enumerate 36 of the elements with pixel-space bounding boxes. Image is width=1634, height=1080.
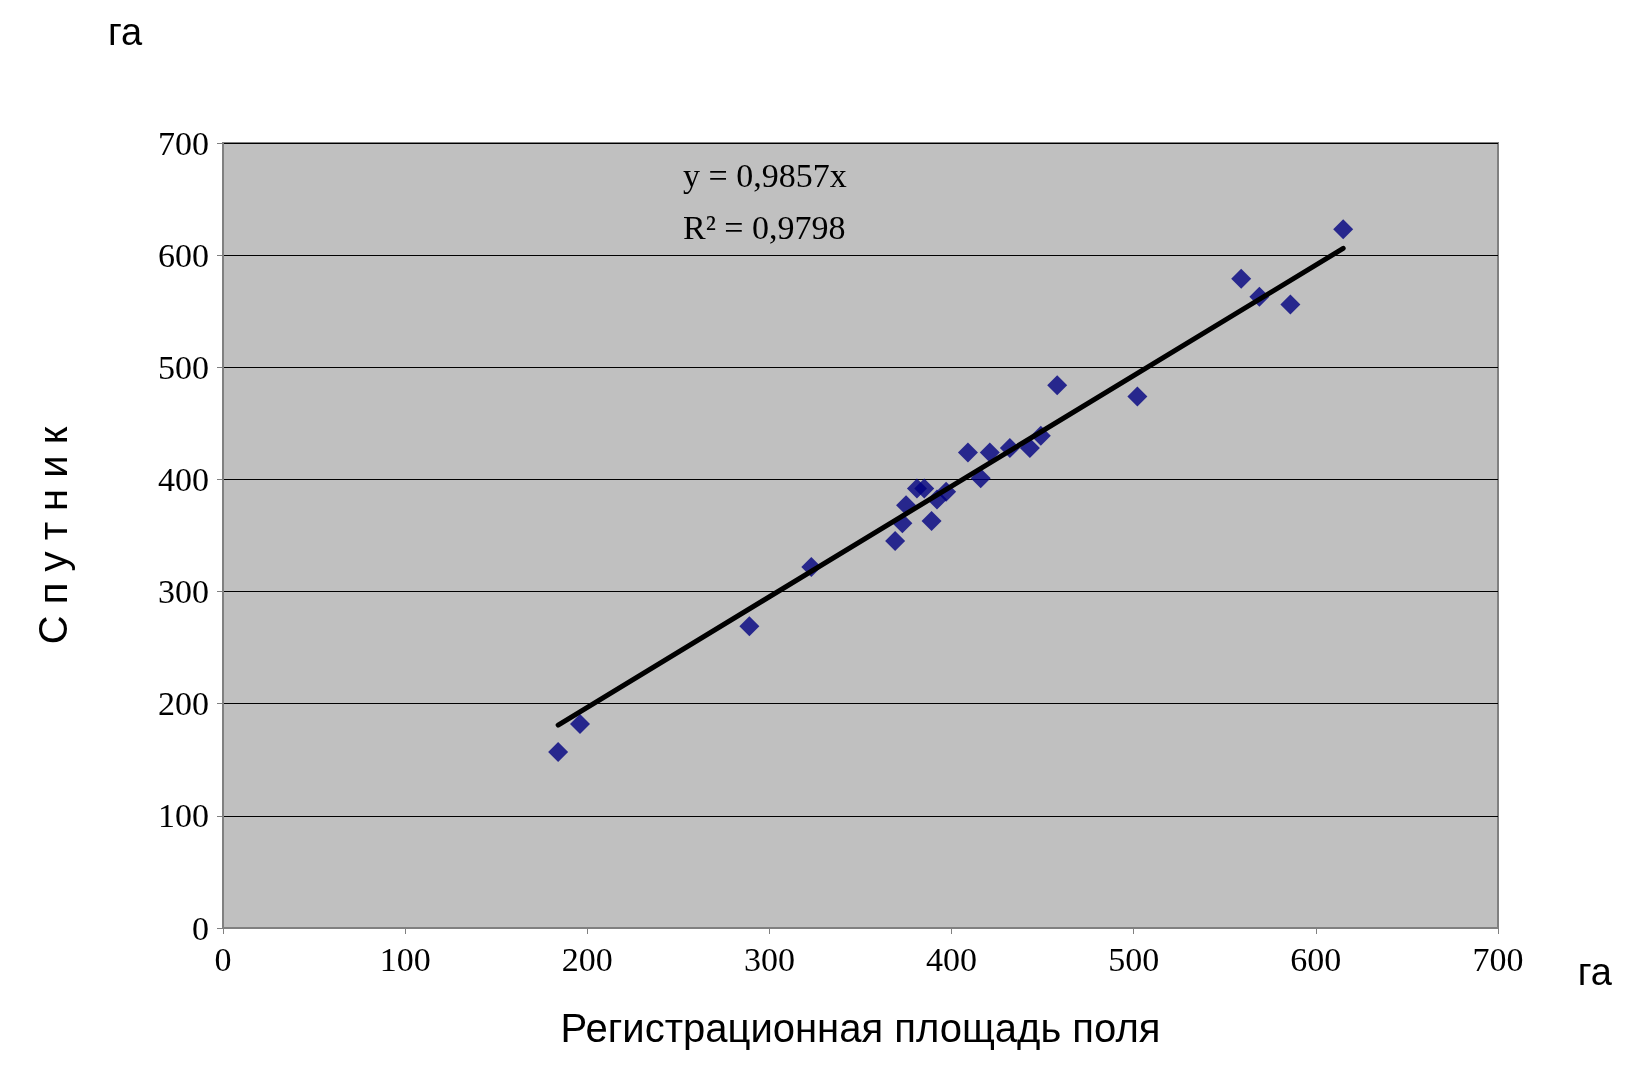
x-tick-label: 400 [926,940,978,978]
point [1047,375,1068,396]
y-tick-label: 400 [158,460,209,498]
point [957,442,978,463]
y-tick-label: 600 [158,236,209,274]
text: га [1577,951,1613,993]
point [970,468,991,489]
x-tick-label: 700 [1472,940,1524,978]
annotation: R² = 0,9798 [683,208,846,246]
y-axis-title: С п у т н и к [31,426,75,645]
point [1231,268,1252,289]
point [1280,294,1301,315]
x-axis-title: Регистрационная площадь поля [560,1006,1161,1050]
point [914,478,935,499]
x-tick-label: 200 [561,940,613,978]
y-tick-label: 200 [158,685,209,723]
x-tick-label: 600 [1290,940,1342,978]
point [570,713,590,734]
x-tick-label: 500 [1108,940,1160,978]
y-tick-label: 700 [158,124,209,162]
y-tick-label: 300 [158,573,209,611]
point [885,531,906,552]
annotation: y = 0,9857x [683,156,847,194]
y-tick-label: 500 [158,348,209,386]
x-tick-label: 100 [379,940,431,978]
y-tick-label: 100 [158,797,209,835]
point [1333,219,1354,240]
point [1127,386,1148,407]
point [739,616,760,637]
text: га [108,11,144,53]
x-tick-label: 300 [743,940,795,978]
point [921,510,942,531]
point [548,741,569,762]
y-tick-label: 0 [192,909,209,947]
x-tick-label: 0 [214,940,232,978]
point [979,442,1000,463]
